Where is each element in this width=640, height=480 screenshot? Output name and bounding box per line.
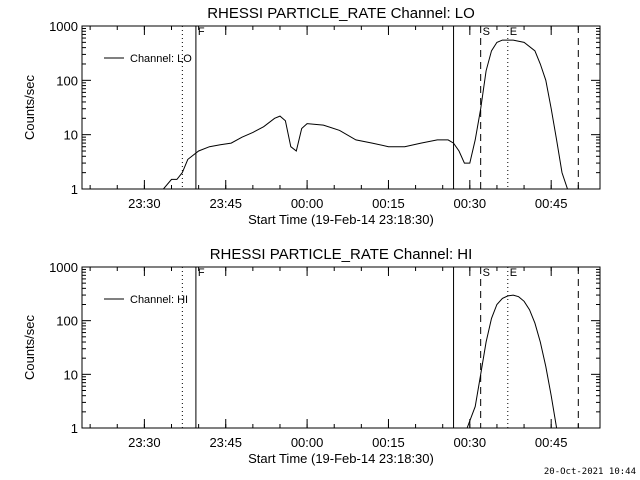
panel2-legend-label: Channel: HI: [130, 294, 188, 306]
panel2-x-axis-label: Start Time (19-Feb-14 23:18:30): [248, 451, 434, 466]
panel2-x-tick-label: 23:30: [128, 435, 161, 450]
panel2-x-tick-label: 00:45: [535, 435, 568, 450]
panel1-series-line-1: [82, 39, 579, 190]
panel2-chart-title: RHESSI PARTICLE_RATE Channel: HI: [210, 246, 473, 263]
panel1-x-tick-label: 23:45: [209, 196, 242, 211]
panel2-plot-frame: [81, 266, 601, 429]
panel2-flag-s: S: [483, 267, 490, 279]
panel1-x-tick-label: 00:00: [291, 196, 324, 211]
panel1-x-axis-label: Start Time (19-Feb-14 23:18:30): [248, 212, 434, 227]
panel1-y-axis-label: Counts/sec: [22, 74, 37, 140]
panel1-x-tick-label: 00:45: [535, 196, 568, 211]
panel1-plot-frame: [81, 25, 601, 190]
panel1-y-tick-label: 10: [64, 128, 78, 143]
panel1-flag-f: F: [198, 26, 205, 38]
panel1-y-tick-label: 100: [56, 73, 78, 88]
panel2-flag-f: F: [198, 267, 205, 279]
panel1-y-tick-label: 1000: [49, 19, 78, 34]
panel1-y-tick-label: 1: [71, 182, 78, 197]
panel2-flag-e: E: [510, 267, 517, 279]
panel1-chart-title: RHESSI PARTICLE_RATE Channel: LO: [207, 5, 475, 22]
timestamp-label: 20-Oct-2021 10:44: [544, 467, 636, 477]
panel1-x-tick-label: 00:15: [372, 196, 405, 211]
panel2-y-tick-label: 100: [56, 314, 78, 329]
panel2-y-tick-label: 1000: [49, 260, 78, 275]
panel2-y-tick-label: 1: [71, 421, 78, 436]
panel1-flag-e: E: [510, 26, 517, 38]
panel1-legend-label: Channel: LO: [130, 53, 192, 65]
panel2-x-tick-label: 00:00: [291, 435, 324, 450]
panel2-x-tick-label: 23:45: [209, 435, 242, 450]
panel1-flag-s: S: [483, 26, 490, 38]
panel2-x-tick-label: 00:15: [372, 435, 405, 450]
panel2-series-line-1: [466, 294, 558, 429]
panel1-x-tick-label: 00:30: [454, 196, 487, 211]
panel2-y-axis-label: Counts/sec: [22, 314, 37, 380]
panel1-x-tick-label: 23:30: [128, 196, 161, 211]
panel2-x-tick-label: 00:30: [454, 435, 487, 450]
panel2-y-tick-label: 10: [64, 367, 78, 382]
